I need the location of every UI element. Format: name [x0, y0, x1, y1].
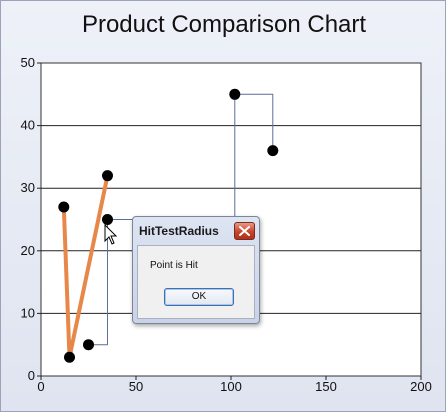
data-point-marker[interactable]	[229, 88, 241, 100]
x-tick-label: 0	[37, 379, 44, 394]
x-tick-label: 200	[410, 379, 432, 394]
arrow-pointer-icon	[104, 224, 118, 245]
y-tick-label: 0	[28, 368, 35, 383]
axis-ticks: 0 10 20 30 40 50 0 50 100 150 200	[21, 55, 432, 394]
y-tick-label: 20	[21, 243, 35, 258]
dialog-message: Point is Hit	[150, 260, 198, 271]
data-point-marker[interactable]	[102, 170, 113, 182]
close-button[interactable]	[234, 222, 255, 240]
x-tick-label: 150	[315, 379, 337, 394]
x-tick-label: 50	[129, 379, 143, 394]
x-tick-label: 100	[220, 379, 242, 394]
data-point-marker[interactable]	[267, 145, 279, 157]
data-markers[interactable]	[58, 88, 279, 363]
data-point-marker[interactable]	[102, 214, 113, 225]
dialog-title: HitTestRadius	[139, 224, 219, 238]
data-point-marker[interactable]	[64, 351, 75, 363]
y-tick-label: 40	[21, 118, 35, 133]
hittest-dialog: HitTestRadius Point is Hit OK	[132, 216, 260, 324]
data-point-marker[interactable]	[83, 339, 94, 351]
dialog-body: Point is Hit OK	[137, 245, 255, 319]
ok-button[interactable]: OK	[164, 288, 234, 306]
y-tick-label: 50	[21, 55, 35, 70]
close-x-icon	[239, 226, 250, 236]
y-tick-label: 30	[21, 180, 35, 195]
data-point-marker[interactable]	[58, 201, 70, 213]
y-tick-label: 10	[21, 305, 35, 320]
chart-title: Product Comparison Chart	[81, 11, 367, 38]
dialog-titlebar[interactable]: HitTestRadius	[133, 217, 259, 245]
